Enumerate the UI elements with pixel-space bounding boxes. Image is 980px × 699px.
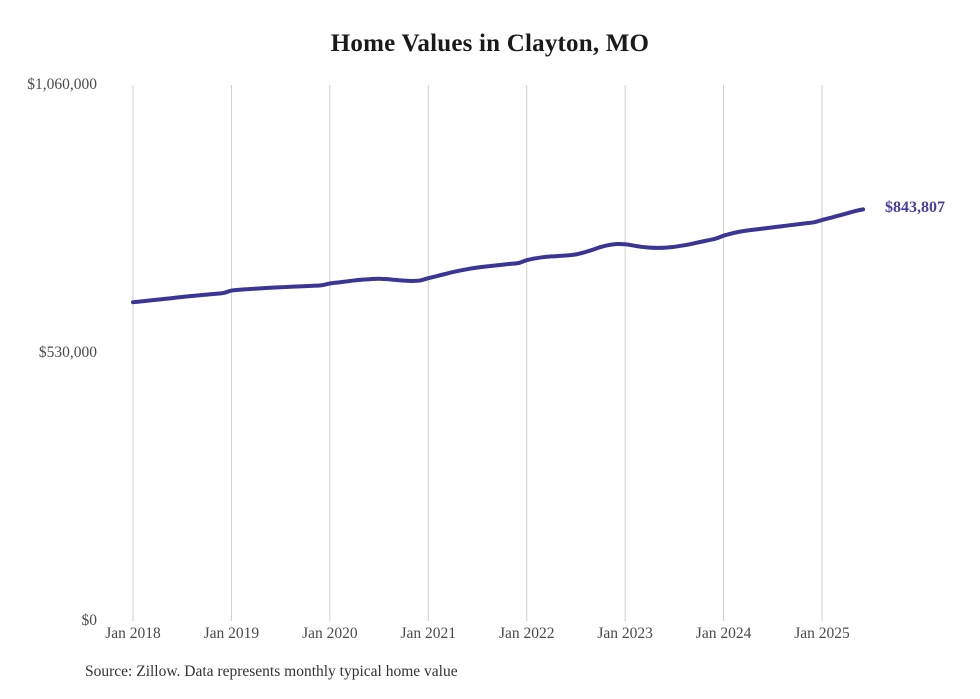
x-tick-label-jan-2023: Jan 2023 — [597, 625, 653, 642]
x-tick-label-jan-2020: Jan 2020 — [302, 625, 358, 642]
x-tick-label-jan-2022: Jan 2022 — [498, 625, 555, 642]
y-tick-label-2: $1,060,000 — [27, 76, 97, 93]
y-tick-label-0: $0 — [81, 612, 98, 629]
x-tick-label-jan-2025: Jan 2025 — [794, 625, 850, 642]
x-tick-label-jan-2024: Jan 2024 — [695, 625, 752, 642]
chart-series-group — [131, 207, 866, 305]
x-tick-label-jan-2021: Jan 2021 — [400, 625, 457, 642]
chart-gridlines — [132, 85, 823, 621]
x-tick-label-jan-2018: Jan 2018 — [105, 625, 161, 642]
y-tick-label-1: $530,000 — [38, 344, 97, 361]
x-tick-label-jan-2019: Jan 2019 — [203, 625, 260, 642]
end-value-label: $843,807 — [885, 199, 946, 217]
series-line-typical-home-value — [131, 207, 866, 305]
chart-title: Home Values in Clayton, MO — [330, 30, 650, 57]
source-note: Source: Zillow. Data represents monthly … — [85, 663, 458, 680]
